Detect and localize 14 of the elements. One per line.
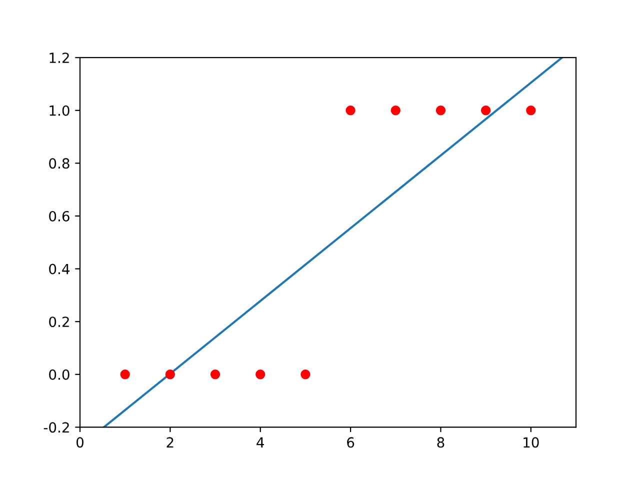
x-tick-label: 4 — [256, 437, 264, 448]
y-tick-label: 1.2 — [50, 52, 69, 63]
x-tick-label: 10 — [524, 437, 539, 448]
y-tick-label: 0.6 — [49, 210, 70, 222]
y-tick-label: 1.0 — [50, 105, 70, 116]
x-tick-label: 2 — [166, 437, 174, 448]
y-tick-label: 0.4 — [49, 264, 70, 274]
y-tick-label: -0.2 — [44, 422, 69, 433]
x-tick-label: 6 — [347, 437, 354, 448]
y-tick-label: 0.0 — [49, 369, 70, 380]
y-tick-label: 0.2 — [49, 316, 69, 328]
y-tick-label: 0.8 — [49, 158, 70, 169]
x-tick-label: 0 — [76, 437, 84, 448]
x-tick-label: 8 — [437, 437, 444, 448]
